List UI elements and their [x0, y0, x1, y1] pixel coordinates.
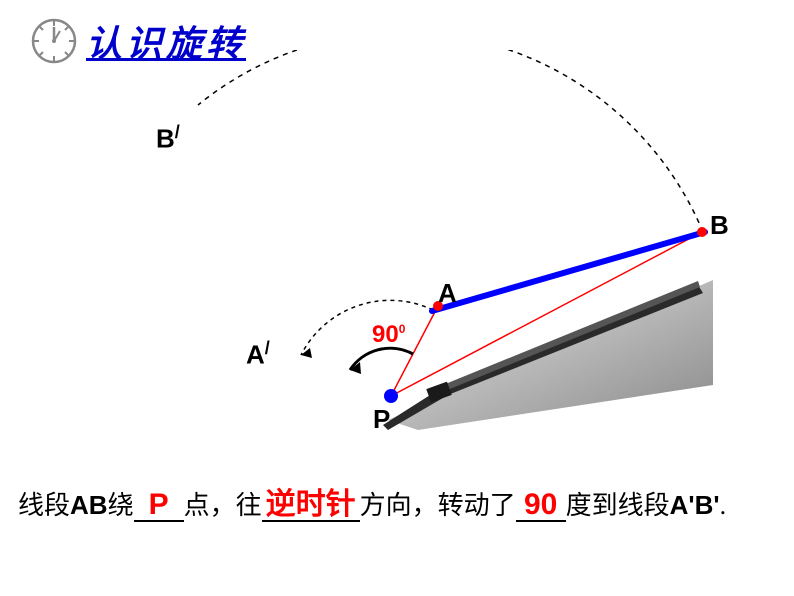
text-part4: 方向，转动了	[360, 485, 516, 522]
diagram-svg	[0, 50, 794, 470]
label-A: A	[438, 278, 457, 309]
label-P: P	[373, 404, 390, 435]
label-B-prime: B/	[156, 122, 180, 155]
text-part1: 线段	[18, 485, 70, 522]
outer-arc	[198, 50, 703, 232]
inner-arc-arrow	[301, 348, 312, 358]
label-A-prime: A/	[246, 338, 270, 371]
line-PA	[391, 306, 438, 396]
segment-AprimeBprime: A'B'	[670, 490, 720, 521]
point-B-dot	[697, 227, 707, 237]
segment-AB: AB	[70, 490, 108, 521]
label-B: B	[710, 210, 729, 241]
text-part3: 点，往	[184, 485, 262, 522]
line-AB	[432, 232, 705, 311]
text-part2: 绕	[108, 485, 134, 522]
blank-direction: 逆时针	[262, 490, 360, 522]
question-sentence: 线段 AB 绕 P 点，往 逆时针 方向，转动了 90 度到线段 A'B' .	[18, 485, 726, 522]
blank-point: P	[134, 490, 184, 522]
angle-value: 900	[372, 321, 405, 349]
rotation-diagram: B/ B A A/ P 900	[0, 50, 794, 470]
text-part5: 度到线段	[566, 485, 670, 522]
inner-arc	[301, 300, 433, 355]
line-PB	[391, 232, 702, 396]
blank-angle: 90	[516, 490, 566, 522]
text-part6: .	[720, 491, 727, 521]
point-P-dot	[384, 389, 398, 403]
